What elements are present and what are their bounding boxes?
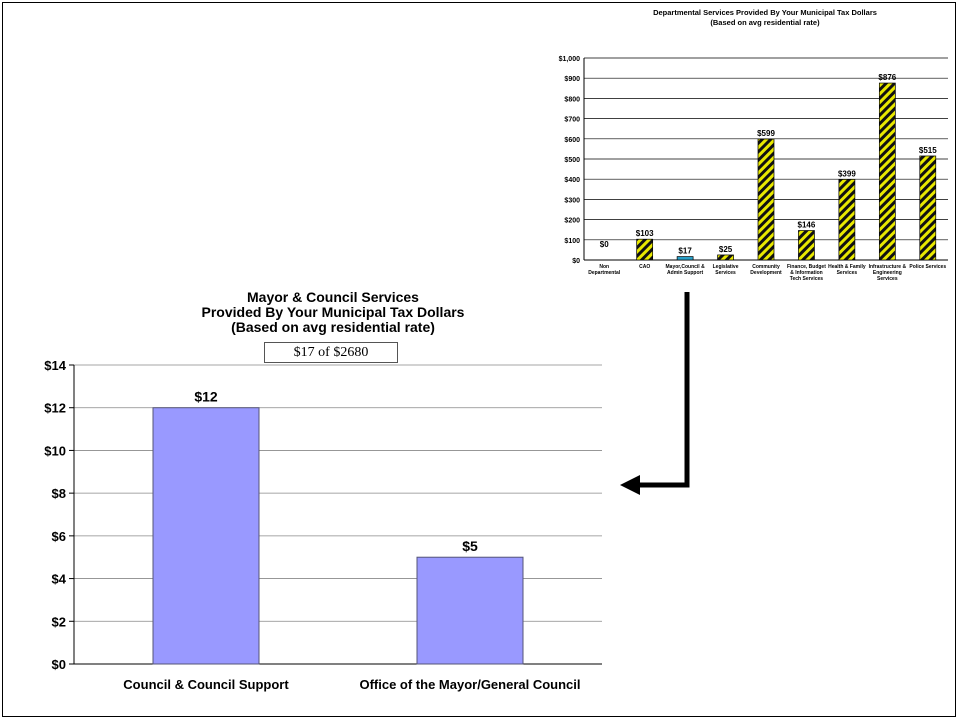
small-data-label: $515 [919, 146, 937, 155]
small-x-tick-label: & Information [790, 270, 823, 276]
big-y-tick-label: $2 [52, 614, 66, 629]
connector-arrow [620, 292, 690, 495]
small-y-tick-label: $900 [564, 76, 580, 83]
small-y-tick-label: $800 [564, 96, 580, 103]
small-x-tick-label: Services [877, 276, 898, 282]
big-x-tick-label: Office of the Mayor/General Council [359, 677, 580, 692]
small-x-tick-label: Admin Support [667, 270, 703, 276]
small-y-tick-label: $700 [564, 117, 580, 124]
small-y-tick-label: $400 [564, 177, 580, 184]
big-x-tick-label: Council & Council Support [123, 677, 289, 692]
big-y-tick-label: $12 [44, 401, 66, 416]
small-bar [757, 138, 775, 261]
big-y-tick-label: $14 [44, 358, 66, 373]
total-box-label: $17 of $2680 [264, 342, 398, 363]
small-data-label: $399 [838, 169, 856, 178]
small-bar [636, 238, 654, 261]
small-x-tick-label: Legislative [713, 264, 739, 270]
big-y-tick-label: $8 [52, 486, 66, 501]
small-data-label: $25 [719, 245, 733, 254]
small-bar [676, 256, 694, 261]
small-bar [798, 230, 815, 261]
small-x-tick-label: Non [599, 264, 609, 270]
small-x-tick-label: Services [837, 270, 858, 276]
big-data-label: $5 [462, 538, 478, 554]
big-y-tick-label: $6 [52, 529, 66, 544]
small-x-tick-label: Finance, Budget [787, 264, 826, 270]
small-bar [878, 82, 896, 261]
small-y-tick-label: $300 [564, 197, 580, 204]
small-bar [838, 179, 856, 261]
small-y-tick-label: $100 [564, 238, 580, 245]
small-x-tick-label: Development [750, 270, 782, 276]
small-y-tick-label: $1,000 [559, 56, 581, 63]
small-x-tick-label: Engineering [873, 270, 902, 276]
big-chart-title-line: Mayor & Council Services [247, 289, 419, 305]
small-bar [919, 155, 937, 261]
small-data-label: $17 [678, 247, 692, 256]
big-y-tick-label: $0 [52, 657, 66, 672]
big-y-tick-label: $4 [52, 572, 67, 587]
small-data-label: $876 [878, 73, 896, 82]
small-data-label: $103 [636, 229, 654, 238]
small-y-tick-label: $500 [564, 157, 580, 164]
small-y-tick-label: $600 [564, 137, 580, 144]
small-x-tick-label: Services [715, 270, 736, 276]
small-x-tick-label: CAO [639, 264, 650, 270]
small-bar [717, 254, 734, 261]
big-y-tick-label: $10 [44, 443, 66, 458]
small-x-tick-label: Police Services [909, 264, 946, 270]
small-data-label: $146 [798, 221, 816, 230]
small-data-label: $599 [757, 129, 775, 138]
big-bar [416, 556, 524, 665]
small-y-tick-label: $0 [572, 258, 580, 265]
small-x-tick-label: Health & Family [828, 264, 866, 270]
small-x-tick-label: Departmental [588, 270, 621, 276]
small-x-tick-label: Infrastructure & [869, 264, 907, 270]
small-chart-title: Departmental Services Provided By Your M… [653, 8, 877, 17]
small-x-tick-label: Mayor,Council & [666, 264, 706, 270]
small-y-tick-label: $200 [564, 218, 580, 225]
big-bar [152, 407, 260, 665]
small-data-label: $0 [600, 240, 609, 249]
small-x-tick-label: Community [752, 264, 780, 270]
small-chart-subtitle: (Based on avg residential rate) [710, 18, 820, 27]
big-chart-title-line: (Based on avg residential rate) [231, 319, 435, 335]
big-chart-title-line: Provided By Your Municipal Tax Dollars [202, 304, 465, 320]
small-x-tick-label: Tech Services [790, 276, 823, 282]
big-data-label: $12 [194, 389, 218, 405]
